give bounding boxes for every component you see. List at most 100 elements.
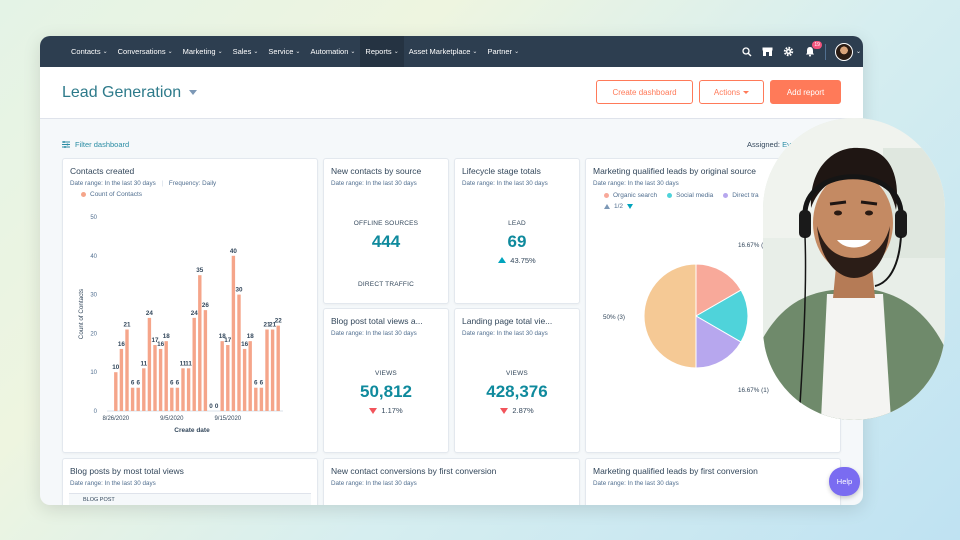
prev-page-icon[interactable] xyxy=(604,204,610,209)
chart-bar[interactable] xyxy=(254,387,258,411)
chart-bar[interactable] xyxy=(114,372,118,411)
legend-label: Organic search xyxy=(613,192,658,199)
y-tick-label: 40 xyxy=(90,254,97,260)
filter-dashboard-button[interactable]: Filter dashboard xyxy=(62,140,129,149)
x-tick-label: 9/5/2020 xyxy=(160,416,184,422)
new-contacts-source-card[interactable]: New contacts by source Date range: In th… xyxy=(323,158,449,304)
x-axis-label: Create date xyxy=(174,427,210,434)
chart-bar[interactable] xyxy=(226,345,230,411)
chart-bar[interactable] xyxy=(164,341,168,411)
chart-bar[interactable] xyxy=(175,387,180,411)
nav-item-contacts[interactable]: Contacts ⌄ xyxy=(66,36,113,67)
legend-dot xyxy=(667,193,673,198)
page-title: Lead Generation xyxy=(62,83,182,101)
nav-item-marketing[interactable]: Marketing ⌄ xyxy=(178,36,228,67)
x-tick-label: 9/15/2020 xyxy=(214,416,241,422)
help-button[interactable]: Help xyxy=(829,467,860,496)
y-axis-label: Count of Contacts xyxy=(78,289,85,339)
nav-item-asset-marketplace[interactable]: Asset Marketplace ⌄ xyxy=(404,36,483,67)
chart-bar[interactable] xyxy=(237,294,241,411)
metric-change: 43.75% xyxy=(455,256,579,265)
chart-bar[interactable] xyxy=(130,387,135,411)
landing-views-card[interactable]: Landing page total vie... Date range: In… xyxy=(454,308,580,453)
notifications-icon[interactable]: 19 xyxy=(804,40,822,58)
metric-value: 444 xyxy=(371,232,401,251)
chart-bar[interactable] xyxy=(231,255,236,411)
date-range-text: Date range: In the last 30 days xyxy=(70,180,156,187)
pie-legend: Organic search Social media Direct tra xyxy=(604,192,759,199)
chart-bar[interactable] xyxy=(181,368,185,411)
nav-item-service[interactable]: Service ⌄ xyxy=(263,36,305,67)
add-report-button[interactable]: Add report xyxy=(770,80,841,104)
bar-data-label: 6 xyxy=(176,380,180,387)
nav-item-sales[interactable]: Sales ⌄ xyxy=(228,36,264,67)
chart-bar[interactable] xyxy=(142,368,146,411)
next-page-icon[interactable] xyxy=(627,204,634,209)
search-icon[interactable] xyxy=(741,46,753,58)
bar-data-label: 16 xyxy=(157,341,165,348)
chart-bar[interactable] xyxy=(276,325,280,411)
blog-most-views-card[interactable]: Blog posts by most total views Date rang… xyxy=(62,458,318,505)
trend-down-icon xyxy=(369,408,378,414)
nav-item-partner[interactable]: Partner ⌄ xyxy=(482,36,524,67)
nav-item-automation[interactable]: Automation ⌄ xyxy=(305,36,360,67)
legend-page: 1/2 xyxy=(614,203,624,210)
bar-data-label: 11 xyxy=(180,360,187,367)
nav-item-reports[interactable]: Reports ⌄ xyxy=(360,36,404,67)
user-avatar[interactable] xyxy=(834,42,853,61)
chart-bar[interactable] xyxy=(220,341,224,411)
chart-bar[interactable] xyxy=(265,329,269,411)
new-conversions-card[interactable]: New contact conversions by first convers… xyxy=(323,458,580,505)
bar-data-label: 0 xyxy=(209,403,213,410)
chart-bar[interactable] xyxy=(198,275,202,411)
chart-bar[interactable] xyxy=(248,341,252,411)
chart-bar[interactable] xyxy=(170,387,174,411)
marketplace-icon[interactable] xyxy=(762,46,774,58)
support-agent-photo xyxy=(763,118,945,420)
card-title: Contacts created xyxy=(70,166,135,176)
card-date-range: Date range: In the last 30 days xyxy=(331,180,417,187)
chart-bar[interactable] xyxy=(158,348,163,411)
chart-bar[interactable] xyxy=(192,317,196,411)
chevron-down-icon[interactable]: ⌄ xyxy=(855,49,861,55)
chart-bar[interactable] xyxy=(270,329,275,411)
create-dashboard-button[interactable]: Create dashboard xyxy=(596,80,693,104)
mql-conversion-card[interactable]: Marketing qualified leads by first conve… xyxy=(585,458,841,505)
legend-label: Social media xyxy=(676,192,714,199)
pie-slice[interactable] xyxy=(695,263,742,317)
lifecycle-stage-card[interactable]: Lifecycle stage totals Date range: In th… xyxy=(454,158,580,304)
blog-views-card[interactable]: Blog post total views a... Date range: I… xyxy=(323,308,449,453)
chart-bar[interactable] xyxy=(186,368,191,411)
pie-slice[interactable] xyxy=(695,315,742,369)
chart-bar[interactable] xyxy=(147,317,152,411)
chart-bar[interactable] xyxy=(153,345,157,411)
bar-data-label: 18 xyxy=(247,333,255,340)
chart-bar[interactable] xyxy=(125,329,129,411)
legend-dot xyxy=(723,193,729,198)
metric-value: 69 xyxy=(507,232,527,251)
settings-icon[interactable] xyxy=(783,46,795,58)
chart-bar[interactable] xyxy=(203,310,208,411)
pie-slice[interactable] xyxy=(643,263,697,369)
bar-data-label: 18 xyxy=(219,333,227,340)
chart-bar[interactable] xyxy=(259,387,264,411)
pie-slice[interactable] xyxy=(695,289,749,343)
nav-item-label: Asset Marketplace xyxy=(408,47,471,56)
actions-button[interactable]: Actions xyxy=(699,80,764,104)
dashboard-title-selector[interactable]: Lead Generation xyxy=(62,83,198,102)
chart-bar[interactable] xyxy=(136,387,140,411)
pie-slice-label: 50% (3) xyxy=(603,314,625,321)
metric-change: 1.17% xyxy=(324,406,448,415)
bar-data-label: 21 xyxy=(263,322,271,329)
nav-item-label: Service xyxy=(268,47,294,56)
nav-item-label: Marketing xyxy=(182,47,216,56)
chart-bar[interactable] xyxy=(242,348,247,411)
bar-data-label: 30 xyxy=(235,287,243,294)
y-tick-label: 0 xyxy=(94,409,98,415)
card-date-range: Date range: In the last 30 days xyxy=(462,330,548,337)
nav-item-conversations[interactable]: Conversations ⌄ xyxy=(113,36,178,67)
contacts-created-card[interactable]: Contacts created Date range: In the last… xyxy=(62,158,318,453)
chevron-down-icon: ⌄ xyxy=(167,49,173,55)
chart-bar[interactable] xyxy=(119,348,124,411)
